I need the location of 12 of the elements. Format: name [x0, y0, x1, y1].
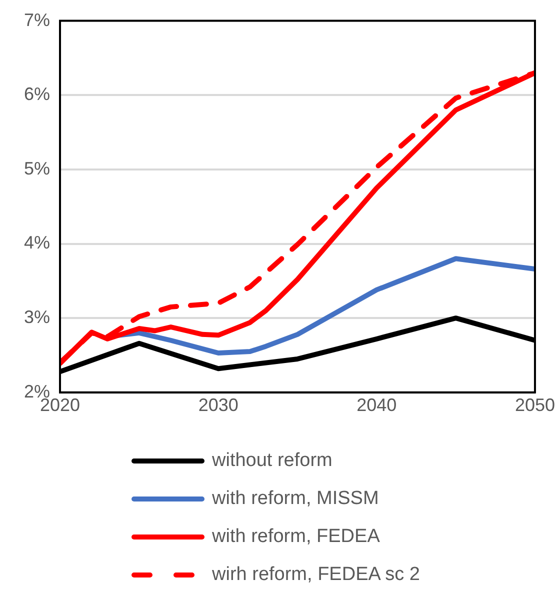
- y-tick-label: 7%: [24, 10, 50, 30]
- y-tick-label: 5%: [24, 158, 50, 178]
- x-tick-label: 2050: [514, 395, 555, 416]
- y-tick-label: 3%: [24, 307, 50, 328]
- legend-label: wirh reform, FEDEA sc 2: [212, 564, 420, 586]
- y-tick-label: 6%: [24, 84, 50, 104]
- legend-label: without reform: [212, 450, 332, 472]
- x-tick-label: 2030: [198, 395, 238, 416]
- y-tick-label: 4%: [24, 232, 50, 253]
- legend-label: with reform, MISSM: [212, 488, 379, 510]
- legend-label: with reform, FEDEA: [212, 526, 380, 548]
- x-tick-label: 2040: [356, 395, 397, 416]
